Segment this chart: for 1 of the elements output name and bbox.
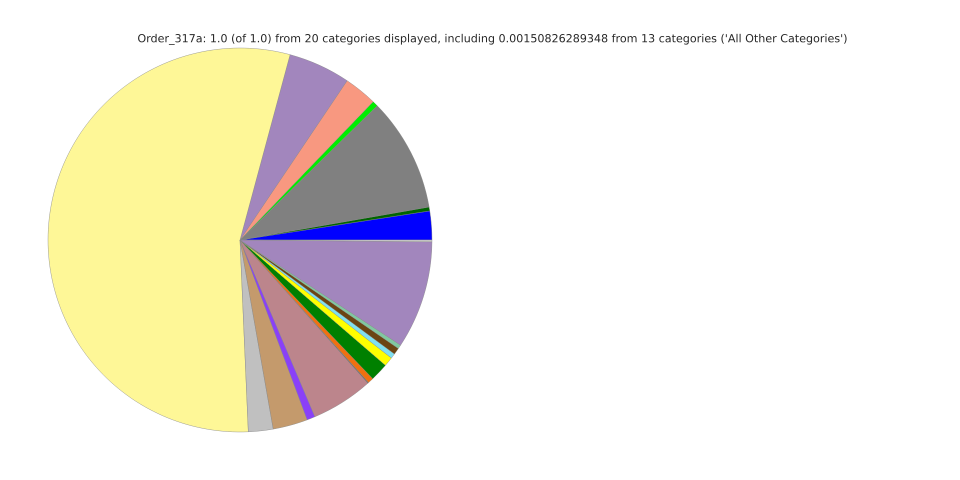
text: Order_317a: 1.0 (of 1.0) from 20 categories displayed, including 0.00150826289348 from 13 categories ('All Other Categories') — [138, 34, 847, 45]
